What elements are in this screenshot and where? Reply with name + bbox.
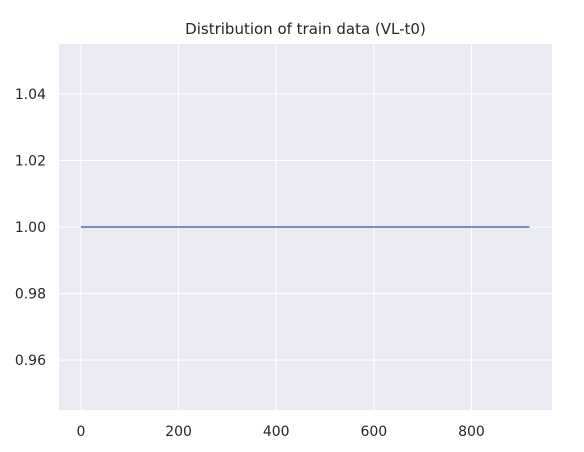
x-axis: 0 200 400 600 800 <box>77 424 485 440</box>
y-tick-label: 0.96 <box>15 353 46 369</box>
y-tick-label: 1.00 <box>15 220 46 236</box>
y-axis: 0.96 0.98 1.00 1.02 1.04 <box>15 87 46 369</box>
x-tick-label: 200 <box>165 424 192 440</box>
y-tick-label: 0.98 <box>15 287 46 303</box>
x-tick-label: 0 <box>77 424 86 440</box>
x-tick-label: 600 <box>360 424 387 440</box>
y-tick-label: 1.04 <box>15 87 46 103</box>
y-tick-label: 1.02 <box>15 153 46 169</box>
chart-title: Distribution of train data (VL-t0) <box>185 20 426 38</box>
x-tick-label: 400 <box>263 424 290 440</box>
x-tick-label: 800 <box>458 424 485 440</box>
